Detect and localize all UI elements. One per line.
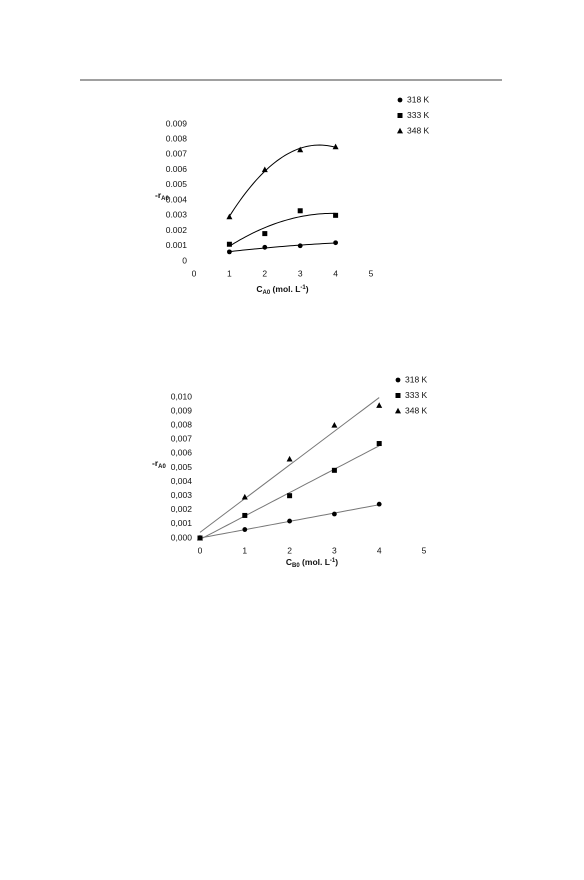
- x-label-main: C: [286, 557, 292, 567]
- x-label-rest: (mol. L: [300, 557, 330, 567]
- point: [376, 402, 383, 408]
- point: [287, 493, 293, 499]
- y-tick-label: 0,001: [171, 518, 193, 528]
- point: [397, 113, 403, 118]
- point: [242, 527, 248, 532]
- point: [197, 534, 203, 541]
- point: [261, 166, 268, 173]
- x-label-sup: -1: [300, 285, 306, 291]
- x-tick-label: 3: [298, 268, 303, 278]
- trend-line: [228, 144, 336, 217]
- point: [333, 212, 339, 218]
- y-tick-label: 0,008: [171, 419, 193, 429]
- point: [332, 143, 339, 150]
- point: [286, 455, 293, 462]
- point: [226, 213, 233, 220]
- x-tick-label: 5: [422, 545, 427, 555]
- x-axis-label: CB0 (mol. L-1): [286, 557, 338, 568]
- point: [395, 407, 401, 414]
- x-label-sub: B0: [292, 563, 300, 569]
- legend-label: 318 K: [405, 374, 428, 384]
- point: [297, 243, 303, 249]
- point: [333, 240, 338, 246]
- point: [332, 511, 337, 517]
- legend-label: 348 K: [405, 405, 428, 415]
- x-label-main: C: [256, 284, 262, 294]
- x-label-sub: A0: [263, 290, 271, 296]
- x-label-rest: (mol. L: [270, 284, 300, 294]
- x-tick-label: 1: [227, 268, 232, 278]
- point: [262, 244, 268, 250]
- point: [226, 241, 232, 247]
- y-tick-label: 0.003: [166, 210, 188, 220]
- y-tick-label: 0.002: [166, 225, 188, 235]
- x-tick-label: 4: [333, 268, 338, 278]
- y-tick-label: 0,005: [171, 462, 193, 472]
- point: [227, 249, 232, 255]
- x-tick-label: 0: [192, 268, 197, 278]
- y-axis-label: -rA0: [152, 458, 166, 469]
- point: [241, 493, 248, 500]
- x-tick-label: 3: [332, 545, 337, 555]
- y-tick-label: 0.009: [166, 118, 188, 128]
- x-tick-label: 2: [287, 545, 292, 555]
- point: [397, 127, 403, 134]
- x-tick-label: 0: [198, 545, 203, 555]
- x-tick-label: 2: [262, 268, 267, 278]
- point: [262, 231, 268, 237]
- point: [297, 146, 304, 153]
- point: [242, 512, 248, 518]
- legend-label: 348 K: [407, 125, 430, 135]
- x-tick-label: 5: [369, 268, 374, 278]
- y-tick-label: 0.004: [166, 194, 188, 204]
- trend-line: [229, 212, 336, 247]
- legend-label: 333 K: [405, 390, 428, 400]
- y-label-sub: A0: [161, 196, 169, 202]
- y-axis-label: -rA0: [155, 190, 169, 201]
- y-label-main: -r: [155, 190, 162, 200]
- y-label-main: -r: [152, 458, 159, 468]
- trend-line: [199, 397, 380, 533]
- point: [395, 393, 401, 398]
- x-label-end: ): [306, 284, 309, 294]
- legend-label: 333 K: [407, 110, 430, 120]
- x-label-sup: -1: [330, 558, 336, 564]
- y-label-sub: A0: [158, 464, 166, 470]
- trend-line: [199, 445, 380, 540]
- point: [331, 467, 337, 473]
- trend-line: [229, 242, 336, 253]
- y-tick-label: 0.008: [166, 133, 188, 143]
- point: [397, 97, 403, 103]
- y-tick-label: 0.005: [166, 179, 188, 189]
- y-tick-label: 0,002: [171, 504, 193, 514]
- point: [297, 208, 303, 214]
- y-tick-label: 0,004: [171, 476, 193, 486]
- y-tick-label: 0.001: [166, 240, 188, 250]
- x-axis-label: CA0 (mol. L-1): [256, 284, 308, 295]
- x-label-end: ): [335, 557, 338, 567]
- point: [376, 501, 382, 507]
- y-tick-label: 0: [182, 255, 187, 265]
- y-tick-label: 0,000: [171, 532, 193, 542]
- y-tick-label: 0,009: [171, 405, 193, 415]
- x-tick-label: 1: [242, 545, 247, 555]
- y-tick-label: 0,006: [171, 448, 193, 458]
- legend-label: 318 K: [407, 94, 430, 104]
- y-tick-label: 0.007: [166, 149, 188, 159]
- point: [376, 441, 382, 447]
- y-tick-label: 0.006: [166, 164, 188, 174]
- point: [287, 518, 292, 524]
- point: [331, 422, 338, 428]
- y-tick-label: 0,007: [171, 434, 193, 444]
- y-tick-label: 0,010: [171, 391, 193, 401]
- x-tick-label: 4: [377, 545, 382, 555]
- y-tick-label: 0,003: [171, 490, 193, 500]
- point: [395, 377, 401, 383]
